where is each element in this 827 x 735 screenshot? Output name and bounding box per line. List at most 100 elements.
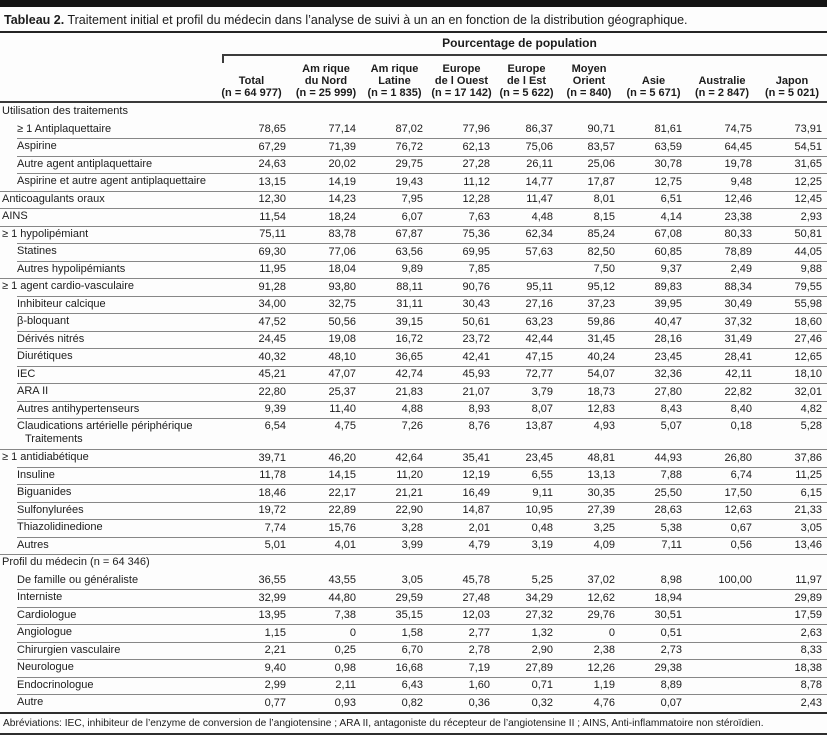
value-cell: 2,49 [730,263,752,276]
table-row: Interniste 32,99 44,80 29,59 27,48 34,29 12,62… [0,589,827,607]
value-cell: 8,43 [660,403,682,416]
value-cell: 28,41 [724,350,752,363]
row-label: AINS [0,210,212,223]
value-cell: 79,55 [794,280,822,293]
column-header-line: Europe [442,63,481,75]
value-cell: 0,18 [730,420,752,432]
value-cell: 0,71 [531,679,553,692]
row-label: β-bloquant [0,315,212,328]
value-cell: 87,02 [395,123,423,136]
table-row: Autre 0,77 0,93 0,82 0,36 0,32 4,76 0,07 2,43 [0,694,827,712]
table-row: Aspirine et autre agent antiplaquettaire… [0,173,827,191]
value-cell: 83,57 [587,140,615,153]
value-cell: 48,10 [328,350,356,363]
value-cell: 11,20 [396,469,423,482]
value-cell: 2,90 [531,644,553,657]
row-label: ≥ 1 antidiabétique [0,451,212,464]
value-cell: 9,39 [264,403,286,416]
row-label-text: ≥ 1 antidiabétique [2,451,89,464]
value-cell: 17,87 [587,175,615,188]
value-cell: 55,98 [794,298,822,311]
value-cell: 1,19 [593,679,615,692]
value-cell: 76,72 [395,140,423,153]
value-cell: 11,97 [795,574,822,587]
value-cell: 37,86 [794,451,822,464]
value-cell: 18,04 [328,263,356,276]
value-cell: 30,49 [724,298,752,311]
value-cell: 26,80 [724,451,752,464]
value-cell: 6,43 [401,679,423,692]
row-label-text: Insuline [17,468,55,481]
table-row: AINS 11,54 18,24 6,07 7,63 4,48 8,15 4,14 23,38 2… [0,208,827,226]
value-cell: 14,77 [525,175,553,188]
table-row: Autres hypolipémiants 11,95 18,04 9,89 7,85 7… [0,260,827,279]
value-cell: 0,93 [334,696,356,709]
column-header: Europe de l Est (n = 5 622) [495,63,558,99]
value-cell: 11,54 [259,210,286,223]
column-header-line: (n = 17 142) [431,87,492,99]
value-cell: 67,08 [654,228,682,241]
value-cell: 35,15 [395,609,423,622]
value-cell: 3,28 [401,521,423,534]
value-cell: 3,79 [531,385,553,398]
value-cell: 4,79 [468,539,490,552]
column-header: Japon (n = 5 021) [757,75,827,99]
value-cell: 42,64 [395,451,423,464]
value-cell: 8,33 [800,644,822,657]
row-label: Autres antihypertenseurs [0,403,212,416]
table-row: ≥ 1 agent cardio-vasculaire 91,28 93,80 88,… [0,278,827,296]
value-cell: 39,15 [395,315,423,328]
row-label-text: AINS [2,210,28,223]
row-label-text: β-bloquant [17,315,70,328]
value-cell: 30,43 [462,298,490,311]
value-cell: 9,37 [660,263,682,276]
column-header: Europe de l Ouest (n = 17 142) [428,63,495,99]
value-cell: 0 [349,626,356,639]
row-label: Autres hypolipémiants [0,263,212,276]
value-cell: 28,63 [654,504,682,517]
value-cell: 26,11 [526,158,553,171]
value-cell: 19,72 [258,504,286,517]
row-label: Interniste [0,591,212,604]
title-divider [0,31,827,33]
table-row: Autre agent antiplaquettaire 24,63 20,02 29… [0,155,827,174]
value-cell: 18,94 [654,591,682,604]
table-row: ≥ 1 antidiabétique 39,71 46,20 42,64 35,41 23… [0,449,827,467]
value-cell: 50,61 [462,315,490,328]
value-cell: 27,16 [525,298,553,311]
value-cell: 19,08 [328,333,356,346]
value-cell: 31,11 [396,298,423,311]
value-cell: 3,05 [800,521,822,534]
value-cell: 62,34 [525,228,553,241]
column-spanner-label: Pourcentage de population [442,36,597,50]
value-cell: 78,65 [258,123,286,136]
value-cell: 24,45 [258,333,286,346]
value-cell: 3,99 [401,539,423,552]
column-header-line: Asie [641,75,666,87]
value-cell: 13,15 [258,175,286,188]
value-cell: 9,40 [264,661,286,674]
value-cell: 28,16 [654,333,682,346]
row-label-text: Profil du médecin (n = 64 346) [2,556,150,569]
value-cell: 47,15 [525,350,553,363]
value-cell: 18,38 [794,661,822,674]
value-cell: 12,45 [794,193,822,206]
table-row: Autres 5,01 4,01 3,99 4,79 3,19 4,09 7,11 0,56 13… [0,536,827,555]
value-cell: 7,74 [264,521,286,534]
value-cell: 11,78 [259,469,286,482]
value-cell: 60,85 [654,245,682,258]
value-cell: 6,70 [401,644,423,657]
value-cell: 12,62 [587,591,615,604]
value-cell: 11,95 [259,263,286,276]
value-cell: 18,60 [794,315,822,328]
value-cell: 37,02 [587,574,615,587]
value-cell: 5,07 [660,420,682,432]
value-cell: 5,38 [660,521,682,534]
row-label-text: Inhibiteur calcique [17,297,106,310]
value-cell: 29,38 [654,661,682,674]
table-row: Dérivés nitrés 24,45 19,08 16,72 23,72 42,44 3… [0,330,827,349]
value-cell: 46,20 [328,451,356,464]
table-header: Pourcentage de population Total (n = 64 9… [0,33,827,103]
row-label-text: Statines [17,245,57,258]
column-spanner-bracket [222,54,827,63]
